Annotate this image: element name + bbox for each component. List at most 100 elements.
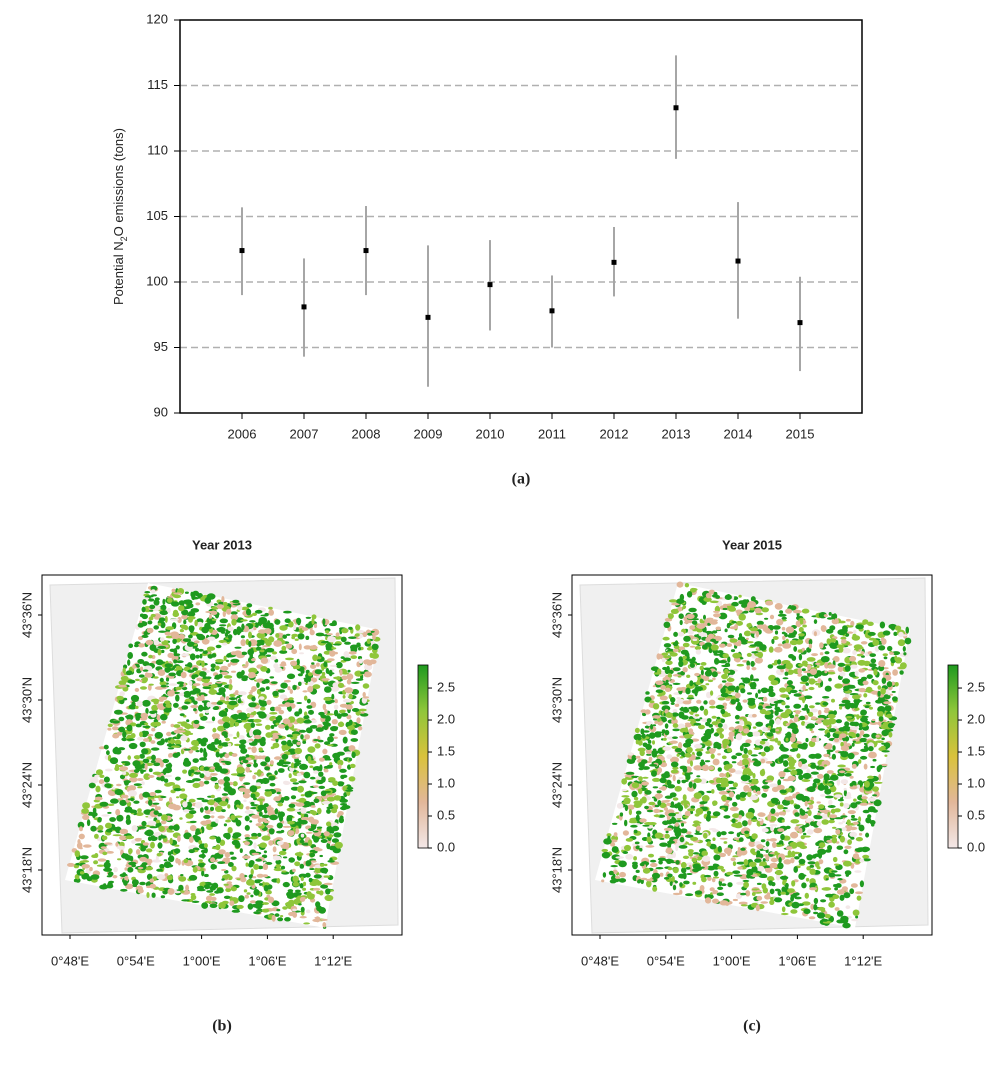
patch bbox=[860, 880, 864, 887]
patch bbox=[347, 787, 354, 790]
patch bbox=[339, 710, 346, 713]
patch bbox=[246, 754, 250, 757]
patch bbox=[847, 631, 853, 633]
patch bbox=[718, 846, 722, 852]
patch bbox=[837, 846, 844, 850]
patch bbox=[840, 751, 848, 758]
patch bbox=[719, 791, 728, 795]
patch bbox=[694, 744, 702, 749]
patch bbox=[216, 645, 222, 648]
patch bbox=[315, 916, 319, 922]
patch bbox=[173, 595, 181, 599]
patch bbox=[245, 767, 250, 773]
caption: (a) bbox=[512, 471, 531, 488]
patch bbox=[898, 632, 904, 638]
patch bbox=[267, 808, 271, 812]
patch bbox=[175, 695, 179, 702]
patch bbox=[118, 685, 127, 688]
patch bbox=[322, 726, 329, 729]
patch bbox=[635, 842, 640, 845]
patch bbox=[232, 835, 239, 839]
patch bbox=[675, 786, 682, 792]
patch bbox=[808, 810, 812, 816]
patch bbox=[825, 796, 834, 799]
patch bbox=[149, 610, 153, 612]
patch bbox=[175, 777, 181, 781]
patch bbox=[855, 916, 858, 919]
patch bbox=[142, 862, 148, 866]
patch bbox=[709, 828, 717, 830]
patch bbox=[148, 775, 154, 778]
patch bbox=[142, 726, 150, 728]
patch bbox=[194, 720, 200, 724]
patch bbox=[315, 848, 323, 851]
patch bbox=[807, 829, 814, 834]
patch bbox=[206, 890, 213, 893]
patch bbox=[279, 759, 285, 763]
patch bbox=[139, 680, 142, 682]
patch bbox=[845, 665, 851, 671]
patch bbox=[119, 680, 127, 685]
patch bbox=[750, 682, 755, 688]
patch bbox=[189, 691, 197, 695]
patch bbox=[739, 614, 746, 621]
patch bbox=[106, 750, 110, 755]
patch bbox=[647, 810, 653, 813]
patch bbox=[220, 619, 228, 624]
patch bbox=[213, 707, 218, 710]
patch bbox=[129, 743, 138, 749]
patch bbox=[809, 804, 813, 809]
patch bbox=[146, 640, 154, 645]
patch bbox=[615, 856, 624, 859]
patch bbox=[223, 858, 230, 861]
patch bbox=[898, 639, 905, 646]
patch bbox=[221, 596, 224, 603]
y-tick-label: 120 bbox=[146, 11, 168, 26]
patch bbox=[254, 880, 260, 883]
patch bbox=[149, 605, 155, 610]
patch bbox=[203, 651, 208, 655]
patch bbox=[142, 700, 151, 707]
patch bbox=[671, 801, 675, 806]
patch bbox=[137, 737, 143, 741]
patch bbox=[314, 624, 317, 629]
patch bbox=[758, 689, 761, 693]
x-tick-label: 2011 bbox=[538, 426, 566, 441]
patch bbox=[861, 641, 868, 644]
patch bbox=[805, 683, 809, 686]
patch bbox=[246, 707, 254, 712]
patch bbox=[844, 788, 847, 791]
patch bbox=[683, 856, 689, 859]
patch bbox=[778, 644, 783, 647]
patch bbox=[163, 775, 172, 777]
patch bbox=[128, 790, 137, 796]
patch bbox=[299, 730, 306, 733]
patch bbox=[204, 884, 210, 889]
patch bbox=[760, 741, 766, 745]
patch bbox=[739, 633, 742, 638]
patch bbox=[188, 733, 193, 735]
patch bbox=[808, 861, 816, 864]
patch bbox=[683, 881, 690, 885]
patch bbox=[298, 673, 303, 676]
patch bbox=[724, 841, 728, 844]
patch bbox=[249, 620, 256, 622]
patch bbox=[238, 691, 247, 695]
point bbox=[426, 315, 431, 320]
patch bbox=[245, 895, 249, 899]
patch bbox=[335, 699, 338, 703]
patch bbox=[339, 722, 343, 725]
patch bbox=[868, 746, 874, 751]
patch bbox=[104, 783, 111, 788]
patch bbox=[712, 630, 717, 633]
patch bbox=[677, 582, 684, 588]
patch bbox=[824, 614, 828, 617]
patch bbox=[828, 805, 836, 808]
patch bbox=[837, 765, 846, 768]
patch bbox=[817, 718, 824, 721]
patch bbox=[729, 685, 736, 691]
patch bbox=[856, 837, 863, 841]
x-tick-label: 2015 bbox=[786, 426, 815, 441]
patch bbox=[122, 772, 126, 775]
patch bbox=[653, 703, 659, 709]
